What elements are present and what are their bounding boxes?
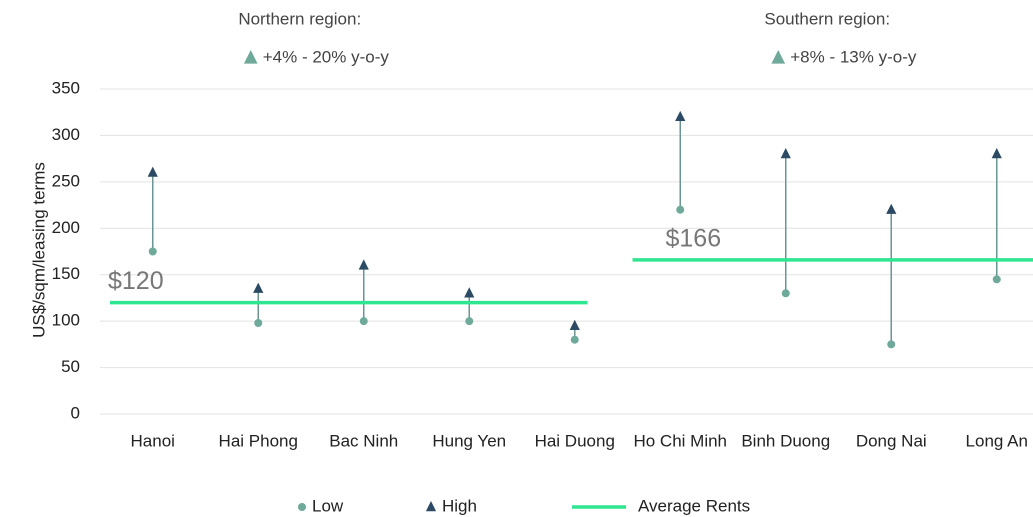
region-change-icon [243, 50, 258, 64]
high-marker [991, 148, 1002, 159]
x-tick-label: Hung Yen [432, 431, 506, 450]
high-marker [886, 203, 897, 214]
low-marker [254, 319, 263, 327]
low-marker [887, 340, 896, 349]
y-tick-label: 100 [52, 311, 80, 330]
x-tick-label: Bac Ninh [329, 431, 398, 450]
y-tick-label: 300 [52, 125, 80, 144]
y-tick-label: 250 [52, 171, 80, 190]
x-tick-label: Hanoi [131, 431, 175, 450]
region-title: Southern region: [764, 9, 890, 28]
high-marker [358, 259, 369, 270]
x-tick-label: Hai Duong [535, 431, 615, 450]
average-label: $166 [666, 224, 722, 252]
low-marker [570, 335, 579, 344]
legend-label: High [442, 496, 477, 515]
low-marker [148, 247, 157, 256]
high-marker [147, 166, 158, 177]
high-marker [253, 282, 264, 293]
y-tick-label: 200 [52, 218, 80, 237]
legend-label: Low [312, 496, 344, 515]
high-marker [780, 148, 791, 159]
legend-low-marker [298, 503, 306, 511]
low-marker [781, 289, 790, 298]
high-marker [464, 287, 475, 298]
legend-label: Average Rents [638, 496, 750, 515]
average-label: $120 [108, 267, 164, 295]
high-marker [675, 110, 686, 122]
low-marker [465, 317, 474, 326]
x-tick-label: Long An [966, 431, 1028, 450]
y-axis-label: US$/sqm/leasing terms [29, 162, 48, 338]
region-change-icon [771, 50, 786, 64]
x-tick-label: Binh Duong [741, 431, 830, 450]
y-tick-label: 150 [52, 264, 80, 283]
region-title: Northern region: [238, 9, 361, 28]
y-tick-label: 0 [71, 403, 80, 422]
x-tick-label: Dong Nai [856, 431, 927, 450]
x-tick-label: Ho Chi Minh [633, 431, 727, 450]
legend-high-marker [425, 501, 437, 512]
y-tick-label: 50 [61, 357, 80, 376]
x-tick-label: Hai Phong [219, 431, 298, 450]
region-change: +4% - 20% y-o-y [263, 47, 390, 66]
low-marker [676, 205, 685, 214]
low-marker [992, 275, 1001, 284]
y-tick-label: 350 [52, 78, 80, 97]
high-marker [569, 319, 580, 330]
low-marker [359, 317, 368, 326]
region-change: +8% - 13% y-o-y [790, 47, 917, 66]
